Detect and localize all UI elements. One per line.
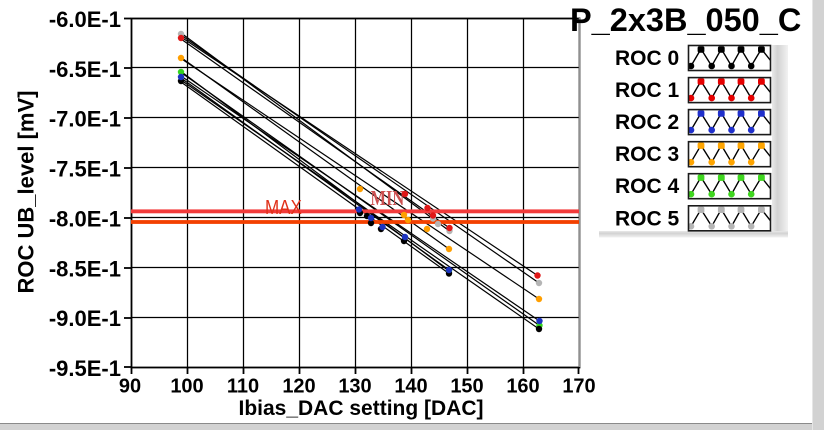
svg-text:130: 130 [338,376,371,398]
svg-text:ROC 2: ROC 2 [615,111,679,134]
svg-text:Ibias_DAC setting [DAC]: Ibias_DAC setting [DAC] [238,397,483,420]
svg-text:ROC UB_level [mV]: ROC UB_level [mV] [14,91,39,294]
svg-text:100: 100 [170,376,203,398]
svg-text:MIN: MIN [371,187,405,210]
svg-text:-9.5E-1: -9.5E-1 [49,356,121,381]
svg-text:-8.5E-1: -8.5E-1 [49,256,121,281]
svg-text:-6.0E-1: -6.0E-1 [49,7,121,32]
svg-text:ROC 1: ROC 1 [615,79,680,102]
svg-text:-7.5E-1: -7.5E-1 [49,157,121,182]
svg-text:-6.5E-1: -6.5E-1 [49,57,121,82]
svg-text:170: 170 [562,376,595,398]
svg-text:ROC 4: ROC 4 [615,175,680,198]
svg-text:ROC 3: ROC 3 [615,143,679,166]
svg-text:120: 120 [282,376,315,398]
svg-text:P_2x3B_050_C: P_2x3B_050_C [570,2,801,38]
svg-text:-8.0E-1: -8.0E-1 [49,206,121,231]
svg-text:140: 140 [394,376,427,398]
svg-text:90: 90 [119,376,141,398]
svg-text:150: 150 [450,376,483,398]
svg-text:-7.0E-1: -7.0E-1 [49,107,121,132]
svg-text:-9.0E-1: -9.0E-1 [49,306,121,331]
svg-text:160: 160 [506,376,539,398]
svg-text:110: 110 [227,376,259,398]
svg-text:ROC 0: ROC 0 [615,47,679,70]
svg-text:ROC 5: ROC 5 [615,207,680,230]
svg-text:MAX: MAX [265,196,302,219]
